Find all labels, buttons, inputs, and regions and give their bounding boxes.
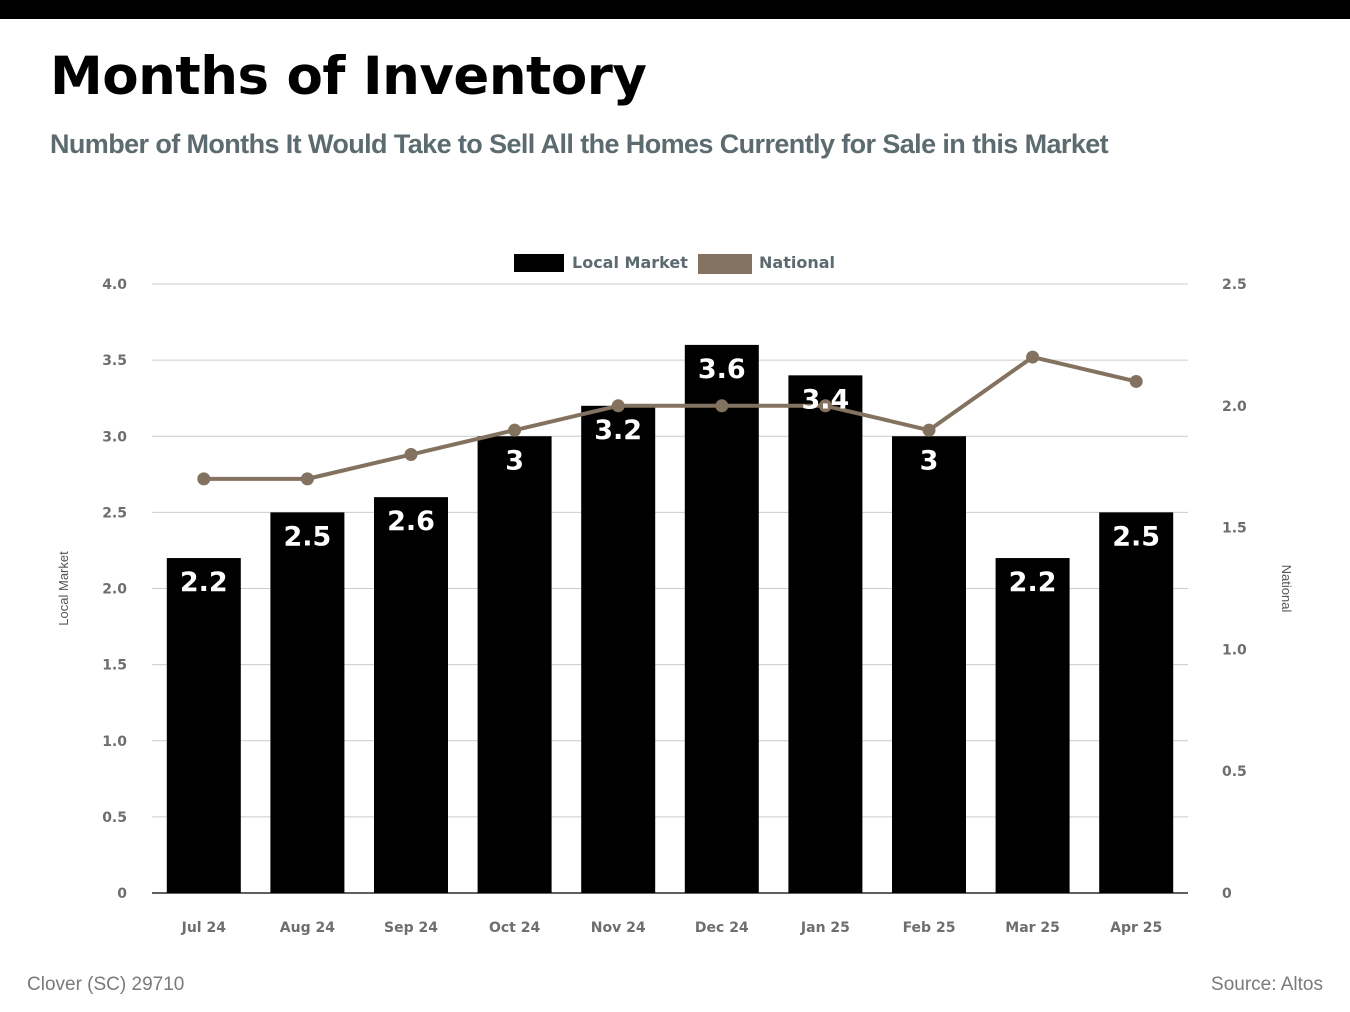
bar-data-label: 2.2 bbox=[180, 567, 228, 598]
x-tick-label: Dec 24 bbox=[695, 920, 749, 936]
y-left-tick-label: 2.0 bbox=[102, 582, 127, 598]
y-left-tick-label: 4.0 bbox=[102, 277, 127, 293]
bar-local-market bbox=[166, 558, 241, 893]
x-tick-label: Feb 25 bbox=[903, 920, 956, 936]
bar-local-market bbox=[892, 436, 966, 893]
point-national bbox=[611, 399, 625, 413]
legend-swatch-national bbox=[698, 254, 752, 274]
bar-data-label: 3 bbox=[920, 445, 939, 476]
bar-data-label: 2.5 bbox=[1112, 521, 1160, 552]
bar-local-market bbox=[995, 558, 1070, 893]
bar-data-label: 3.6 bbox=[698, 354, 746, 385]
line-national bbox=[203, 355, 1137, 481]
y-left-tick-label: 0 bbox=[117, 886, 127, 902]
bar-data-label: 3 bbox=[505, 445, 524, 476]
bar-data-label: 3.2 bbox=[594, 415, 642, 446]
legend-label-national: National bbox=[759, 253, 835, 272]
point-national bbox=[404, 448, 418, 462]
top-bar bbox=[0, 0, 1350, 19]
bar-local-market bbox=[374, 497, 448, 893]
bar-local-market bbox=[270, 512, 345, 893]
location-label: Clover (SC) 29710 bbox=[27, 974, 185, 995]
y-right-tick-label: 0 bbox=[1222, 886, 1232, 902]
point-national bbox=[715, 399, 729, 413]
bar-data-label: 2.5 bbox=[283, 521, 331, 552]
bar-data-label: 2.2 bbox=[1009, 567, 1057, 598]
legend-swatch-local-market bbox=[514, 254, 564, 272]
bar-local-market bbox=[581, 405, 656, 893]
page-subtitle: Number of Months It Would Take to Sell A… bbox=[50, 129, 1109, 159]
source-label: Source: Altos bbox=[1211, 974, 1323, 995]
y-left-tick-label: 1.5 bbox=[102, 658, 127, 674]
point-national bbox=[197, 472, 211, 486]
x-tick-label: Jul 24 bbox=[181, 920, 227, 936]
bar-data-label: 2.6 bbox=[387, 506, 435, 537]
y-left-axis-title: Local Market bbox=[56, 551, 71, 626]
x-tick-label: Jan 25 bbox=[800, 920, 850, 936]
y-right-tick-label: 0.5 bbox=[1222, 764, 1247, 780]
bar-local-market bbox=[477, 436, 552, 893]
legend-label-local-market: Local Market bbox=[572, 253, 688, 272]
x-tick-label: Oct 24 bbox=[489, 920, 541, 936]
point-national bbox=[1026, 350, 1040, 364]
y-left-tick-label: 2.5 bbox=[102, 505, 127, 521]
bar-local-market bbox=[788, 375, 863, 894]
y-right-tick-label: 1.0 bbox=[1222, 642, 1247, 658]
y-left-tick-label: 3.0 bbox=[102, 429, 127, 445]
point-national bbox=[1129, 374, 1143, 388]
x-tick-label: Mar 25 bbox=[1005, 920, 1060, 936]
y-left-tick-label: 0.5 bbox=[102, 810, 127, 826]
y-right-tick-label: 1.5 bbox=[1222, 521, 1247, 537]
bar-data-label: 3.4 bbox=[801, 384, 849, 415]
y-right-tick-label: 2.0 bbox=[1222, 399, 1247, 415]
x-tick-label: Aug 24 bbox=[280, 920, 335, 936]
point-national bbox=[922, 423, 936, 437]
bar-local-market bbox=[1099, 512, 1174, 893]
point-national bbox=[508, 423, 522, 437]
y-left-tick-label: 1.0 bbox=[102, 734, 127, 750]
bar-local-market bbox=[684, 344, 759, 893]
point-national bbox=[818, 399, 832, 413]
x-tick-label: Sep 24 bbox=[384, 920, 438, 936]
x-tick-label: Apr 25 bbox=[1110, 920, 1162, 936]
y-left-tick-label: 3.5 bbox=[102, 353, 127, 369]
x-tick-label: Nov 24 bbox=[591, 920, 646, 936]
y-right-tick-label: 2.5 bbox=[1222, 277, 1247, 293]
y-right-axis-title: National bbox=[1279, 565, 1294, 613]
point-national bbox=[300, 472, 314, 486]
page-title: Months of Inventory bbox=[50, 46, 647, 107]
